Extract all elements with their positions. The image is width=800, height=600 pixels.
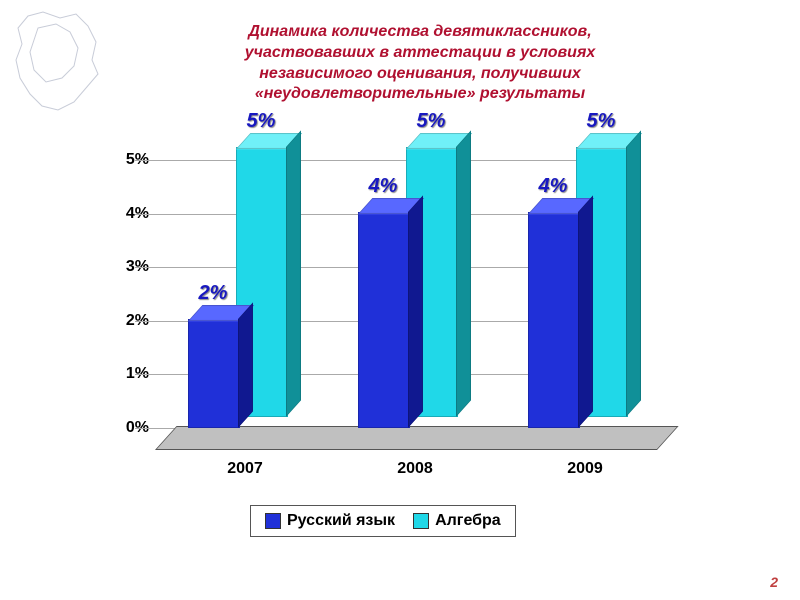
legend-label: Русский язык bbox=[287, 512, 395, 530]
x-tick-label: 2007 bbox=[170, 460, 320, 478]
bar-value-label: 4% bbox=[353, 175, 413, 198]
bar-value-label: 5% bbox=[231, 110, 291, 133]
x-tick-label: 2009 bbox=[510, 460, 660, 478]
bar-value-label: 5% bbox=[401, 110, 461, 133]
title-line: независимого оценивания, получивших bbox=[180, 64, 660, 85]
plot-floor bbox=[155, 426, 679, 450]
bar-value-label: 2% bbox=[183, 282, 243, 305]
bar-chart: 0%1%2%3%4%5% 5%2%5%4%5%4% 200720082009 bbox=[105, 160, 665, 490]
legend-item: Алгебра bbox=[413, 512, 501, 530]
bar-group: 5%4% bbox=[510, 160, 660, 428]
bar bbox=[528, 214, 578, 428]
x-tick-label: 2008 bbox=[340, 460, 490, 478]
bar-group: 5%4% bbox=[340, 160, 490, 428]
bar-group: 5%2% bbox=[170, 160, 320, 428]
legend: Русский язык Алгебра bbox=[250, 505, 516, 537]
bar-value-label: 5% bbox=[571, 110, 631, 133]
legend-item: Русский язык bbox=[265, 512, 395, 530]
legend-swatch bbox=[265, 513, 281, 529]
title-line: «неудовлетворительные» результаты bbox=[180, 84, 660, 105]
chart-title: Динамика количества девятиклассников, уч… bbox=[180, 22, 660, 105]
page-number: 2 bbox=[770, 574, 778, 590]
title-line: Динамика количества девятиклассников, bbox=[180, 22, 660, 43]
legend-label: Алгебра bbox=[435, 512, 501, 530]
title-line: участвовавших в аттестации в условиях bbox=[180, 43, 660, 64]
legend-swatch bbox=[413, 513, 429, 529]
region-map-outline bbox=[8, 8, 108, 118]
bar bbox=[358, 214, 408, 428]
bar bbox=[188, 321, 238, 428]
plot-area: 5%2%5%4%5%4% 200720082009 bbox=[155, 160, 655, 450]
bar-value-label: 4% bbox=[523, 175, 583, 198]
